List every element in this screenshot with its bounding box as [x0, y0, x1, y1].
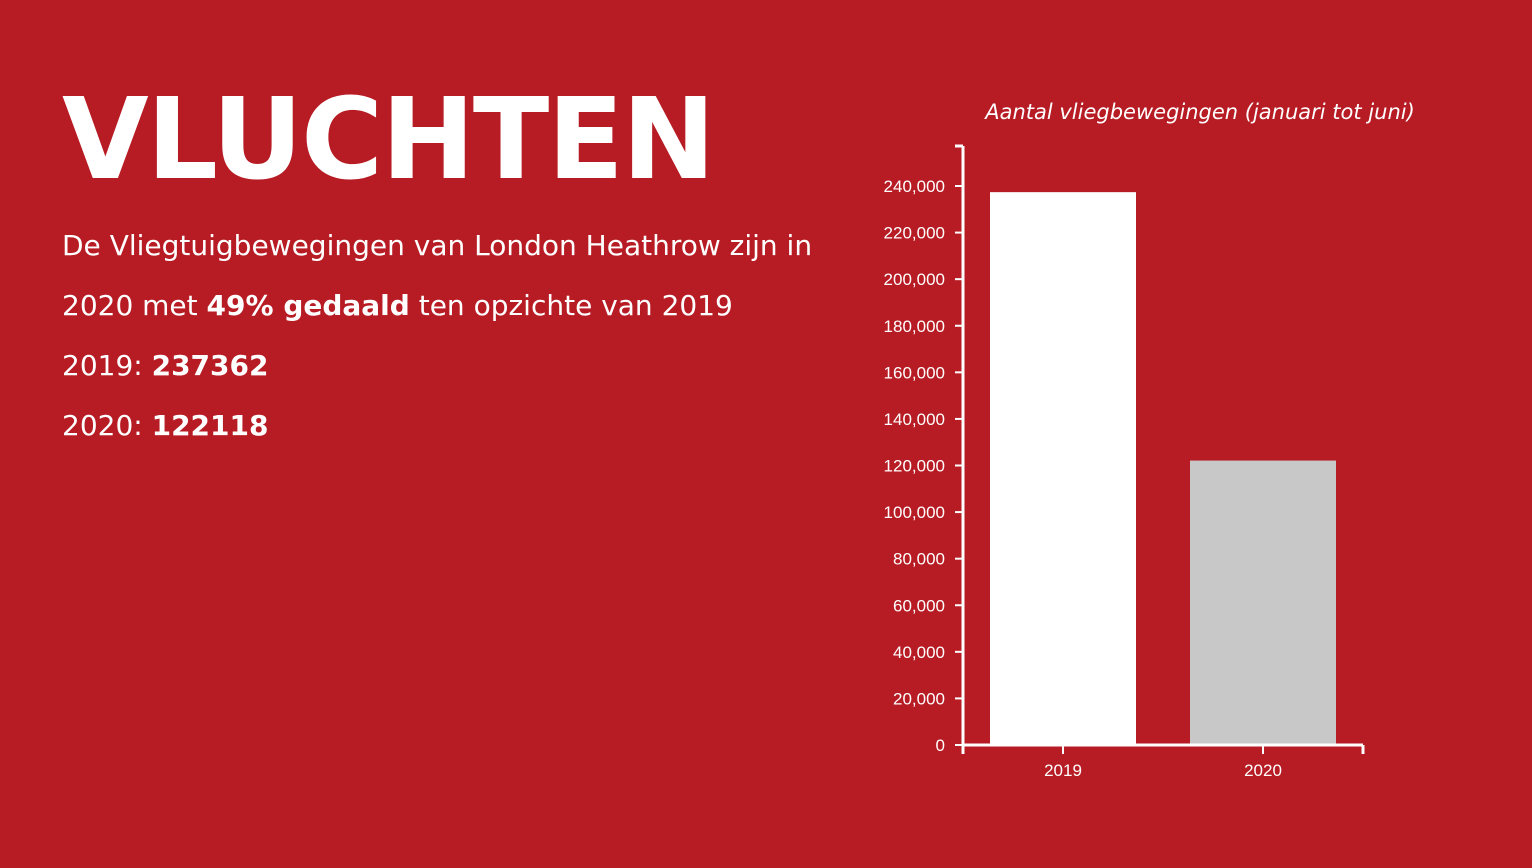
stat-2019: 2019: 237362 — [62, 336, 822, 396]
y-tick-label: 120,000 — [884, 457, 945, 476]
y-tick-label: 80,000 — [893, 550, 945, 569]
y-tick-label: 160,000 — [884, 363, 945, 382]
y-tick-label: 140,000 — [884, 410, 945, 429]
y-tick-label: 20,000 — [893, 689, 945, 708]
stat-2020: 2020: 122118 — [62, 396, 822, 456]
y-tick-label: 60,000 — [893, 596, 945, 615]
intro-text-2: ten opzichte van 2019 — [409, 289, 733, 322]
chart-title: Aantal vliegbewegingen (januari tot juni… — [985, 100, 1415, 124]
intro-paragraph: De Vliegtuigbewegingen van London Heathr… — [62, 216, 822, 336]
y-tick-label: 100,000 — [884, 503, 945, 522]
x-tick-label: 2019 — [1044, 761, 1082, 780]
y-tick-label: 240,000 — [884, 177, 945, 196]
stat-label: 2020: — [62, 409, 152, 442]
y-tick-label: 220,000 — [884, 224, 945, 243]
stat-value: 237362 — [151, 349, 269, 382]
stat-value: 122118 — [151, 409, 269, 442]
text-panel: VLUCHTEN De Vliegtuigbewegingen van Lond… — [62, 70, 822, 456]
y-tick-label: 40,000 — [893, 643, 945, 662]
page-title: VLUCHTEN — [62, 75, 716, 205]
x-tick-label: 2020 — [1244, 761, 1282, 780]
intro-highlight: 49% gedaald — [206, 289, 410, 322]
intro-text-1: De Vliegtuigbewegingen van London Heathr… — [62, 229, 813, 322]
bar-2019 — [990, 192, 1136, 744]
y-tick-label: 180,000 — [884, 317, 945, 336]
stat-label: 2019: — [62, 349, 152, 382]
y-tick-label: 200,000 — [884, 270, 945, 289]
y-tick-label: 0 — [936, 736, 945, 755]
bar-2020 — [1190, 460, 1336, 744]
